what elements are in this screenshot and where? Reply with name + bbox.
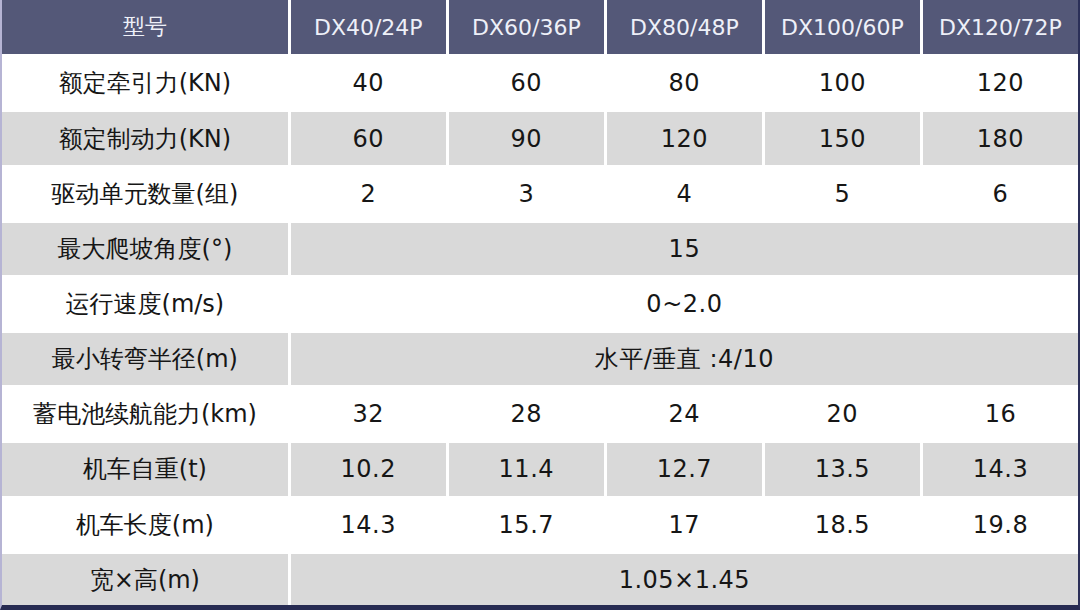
- row-label-cell: 机车长度(m): [2, 499, 288, 551]
- value-cell: 4: [607, 168, 762, 220]
- row-label-cell: 额定牵引力(KN): [2, 57, 288, 109]
- spec-table-frame: 型号 DX40/24P DX60/36P DX80/48P DX100/60P …: [0, 0, 1080, 610]
- table-row-max-gradient: 最大爬坡角度(°) 15: [2, 223, 1078, 275]
- table-row-braking: 额定制动力(KN) 60 90 120 150 180: [2, 112, 1078, 164]
- value-cell: 11.4: [449, 443, 604, 495]
- value-cell: 6: [923, 168, 1078, 220]
- value-cell: 100: [765, 57, 920, 109]
- value-cell: 18.5: [765, 499, 920, 551]
- row-label-cell: 蓄电池续航能力(km): [2, 388, 288, 440]
- value-cell: 17: [607, 499, 762, 551]
- model-header-dx100: DX100/60P: [765, 0, 920, 54]
- row-label-cell: 运行速度(m/s): [2, 278, 288, 330]
- merged-value-cell: 水平/垂直 :4/10: [291, 333, 1078, 385]
- table-row-turn-radius: 最小转弯半径(m) 水平/垂直 :4/10: [2, 333, 1078, 385]
- merged-value-cell: 0~2.0: [291, 278, 1078, 330]
- row-label-cell: 机车自重(t): [2, 443, 288, 495]
- row-label-cell: 驱动单元数量(组): [2, 168, 288, 220]
- value-cell: 14.3: [291, 499, 446, 551]
- row-label-cell: 最小转弯半径(m): [2, 333, 288, 385]
- table-row-speed: 运行速度(m/s) 0~2.0: [2, 278, 1078, 330]
- value-cell: 13.5: [765, 443, 920, 495]
- value-cell: 3: [449, 168, 604, 220]
- value-cell: 20: [765, 388, 920, 440]
- value-cell: 19.8: [923, 499, 1078, 551]
- table-row-width-height: 宽×高(m) 1.05×1.45: [2, 554, 1078, 606]
- spec-table: 型号 DX40/24P DX60/36P DX80/48P DX100/60P …: [0, 0, 1080, 609]
- value-cell: 10.2: [291, 443, 446, 495]
- value-cell: 5: [765, 168, 920, 220]
- row-label-cell: 最大爬坡角度(°): [2, 223, 288, 275]
- value-cell: 150: [765, 112, 920, 164]
- value-cell: 32: [291, 388, 446, 440]
- value-cell: 80: [607, 57, 762, 109]
- value-cell: 60: [291, 112, 446, 164]
- table-row-drive-units: 驱动单元数量(组) 2 3 4 5 6: [2, 168, 1078, 220]
- model-header-dx40: DX40/24P: [291, 0, 446, 54]
- value-cell: 2: [291, 168, 446, 220]
- value-cell: 12.7: [607, 443, 762, 495]
- table-row-battery-range: 蓄电池续航能力(km) 32 28 24 20 16: [2, 388, 1078, 440]
- value-cell: 28: [449, 388, 604, 440]
- model-header-dx120: DX120/72P: [923, 0, 1078, 54]
- value-cell: 120: [923, 57, 1078, 109]
- header-row: 型号 DX40/24P DX60/36P DX80/48P DX100/60P …: [2, 0, 1078, 54]
- value-cell: 14.3: [923, 443, 1078, 495]
- row-label-cell: 宽×高(m): [2, 554, 288, 606]
- value-cell: 120: [607, 112, 762, 164]
- value-cell: 90: [449, 112, 604, 164]
- value-cell: 180: [923, 112, 1078, 164]
- table-row-length: 机车长度(m) 14.3 15.7 17 18.5 19.8: [2, 499, 1078, 551]
- value-cell: 24: [607, 388, 762, 440]
- row-label-cell: 额定制动力(KN): [2, 112, 288, 164]
- model-header-dx80: DX80/48P: [607, 0, 762, 54]
- table-row-self-weight: 机车自重(t) 10.2 11.4 12.7 13.5 14.3: [2, 443, 1078, 495]
- value-cell: 16: [923, 388, 1078, 440]
- merged-value-cell: 15: [291, 223, 1078, 275]
- value-cell: 15.7: [449, 499, 604, 551]
- model-label-header: 型号: [2, 0, 288, 54]
- page: 型号 DX40/24P DX60/36P DX80/48P DX100/60P …: [0, 0, 1080, 610]
- value-cell: 60: [449, 57, 604, 109]
- model-header-dx60: DX60/36P: [449, 0, 604, 54]
- value-cell: 40: [291, 57, 446, 109]
- table-row-traction: 额定牵引力(KN) 40 60 80 100 120: [2, 57, 1078, 109]
- merged-value-cell: 1.05×1.45: [291, 554, 1078, 606]
